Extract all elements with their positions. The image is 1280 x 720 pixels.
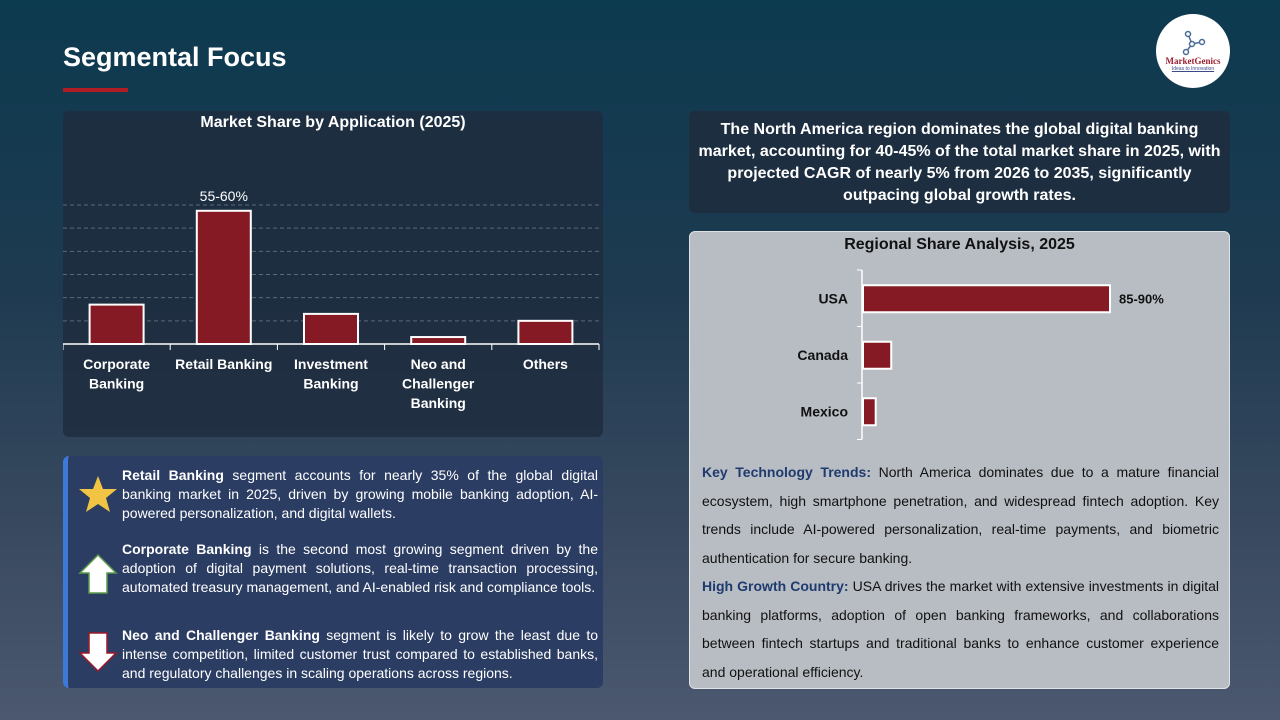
insight-bold: Retail Banking [122, 467, 224, 483]
regional-panel: USA 85-90% Canada Mexico Regional Share Ana… [689, 231, 1230, 689]
application-chart-panel: Corporate Banking 55-60% Retail Banking Inve… [63, 111, 603, 437]
growth-label: High Growth Country: [702, 578, 849, 594]
logo-name: MarketGenics [1165, 56, 1221, 66]
logo: MarketGenics Ideas to Innovation [1156, 14, 1230, 88]
star-icon [79, 476, 117, 512]
x-tick-label: Banking [89, 376, 144, 392]
x-tick-label: Challenger [402, 376, 475, 392]
x-tick-label: Others [523, 356, 568, 372]
page-title: Segmental Focus [63, 42, 287, 72]
x-tick-label: Corporate [83, 356, 150, 372]
data-label: 85-90% [1119, 291, 1164, 306]
x-tick-label: Banking [303, 376, 358, 392]
insights-panel: Retail Banking segment accounts for near… [63, 456, 603, 688]
title-underline [63, 88, 128, 92]
chart-title: Regional Share Analysis, 2025 [844, 236, 1075, 253]
bar [303, 312, 359, 345]
insight-bold: Neo and Challenger Banking [122, 627, 320, 643]
bar [862, 284, 1111, 314]
insight-item: Corporate Banking is the second most gro… [122, 540, 598, 597]
summary-box: The North America region dominates the g… [689, 111, 1230, 213]
insight-item: Neo and Challenger Banking segment is li… [122, 626, 598, 683]
trends-text: North America dominates due to a mature … [702, 464, 1219, 566]
x-tick-label: Banking [411, 395, 466, 411]
y-tick-label: Mexico [801, 403, 848, 419]
insight-bold: Corporate Banking [122, 541, 252, 557]
growth-text: USA drives the market with extensive inv… [702, 578, 1219, 680]
x-tick-label: Retail Banking [175, 356, 272, 372]
bar [88, 303, 145, 346]
bar [195, 209, 252, 345]
x-tick-label: Investment [294, 356, 368, 372]
data-label: 55-60% [200, 188, 248, 204]
insight-text: segment is likely to grow the least due … [122, 627, 598, 681]
y-tick-label: Canada [797, 347, 848, 363]
y-tick-label: USA [818, 290, 848, 306]
chart-title: Market Share by Application (2025) [200, 114, 466, 131]
arrow-down-icon [78, 632, 118, 673]
insight-text: is the second most growing segment drive… [122, 541, 598, 595]
application-bar-chart: Corporate Banking 55-60% Retail Banking Inve… [63, 188, 600, 411]
arrow-up-icon [78, 553, 118, 594]
x-tick-label: Neo and [411, 356, 466, 372]
regional-text: Key Technology Trends: North America dom… [702, 458, 1219, 686]
bar [862, 340, 893, 370]
bar [517, 319, 574, 345]
regional-bar-chart: USA 85-90% Canada Mexico [797, 269, 1164, 440]
bar [862, 397, 877, 427]
logo-tagline: Ideas to Innovation [1171, 66, 1215, 72]
network-icon [1182, 30, 1206, 56]
insight-item: Retail Banking segment accounts for near… [122, 466, 598, 523]
trends-label: Key Technology Trends: [702, 464, 871, 480]
bar [410, 336, 467, 346]
insight-text: segment accounts for nearly 35% of the g… [122, 467, 598, 521]
